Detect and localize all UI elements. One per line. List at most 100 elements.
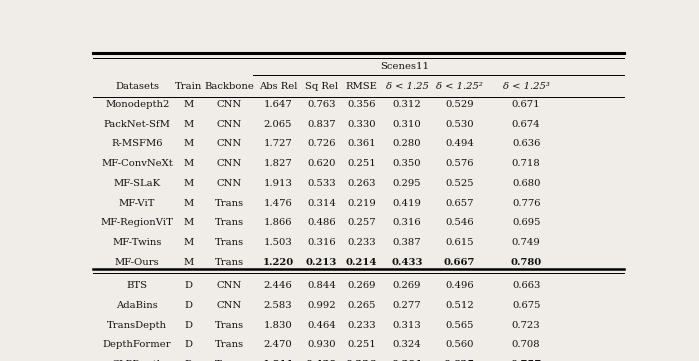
Text: 1.827: 1.827 xyxy=(264,159,292,168)
Text: 2.470: 2.470 xyxy=(264,340,292,349)
Text: 0.675: 0.675 xyxy=(512,301,540,310)
Text: 2.065: 2.065 xyxy=(264,120,292,129)
Text: D: D xyxy=(184,340,192,349)
Text: 0.350: 0.350 xyxy=(393,159,421,168)
Text: M: M xyxy=(183,139,193,148)
Text: 1.476: 1.476 xyxy=(264,199,292,208)
Text: M: M xyxy=(183,179,193,188)
Text: 1.727: 1.727 xyxy=(264,139,292,148)
Text: 0.525: 0.525 xyxy=(445,179,474,188)
Text: MF-RegionViT: MF-RegionViT xyxy=(101,218,173,227)
Text: 0.615: 0.615 xyxy=(445,238,474,247)
Text: Scenes11: Scenes11 xyxy=(380,62,428,71)
Text: CNN: CNN xyxy=(217,120,242,129)
Text: 0.324: 0.324 xyxy=(393,340,421,349)
Text: 0.671: 0.671 xyxy=(512,100,540,109)
Text: 0.496: 0.496 xyxy=(445,281,474,290)
Text: 1.503: 1.503 xyxy=(264,238,292,247)
Text: 0.219: 0.219 xyxy=(347,199,376,208)
Text: 0.310: 0.310 xyxy=(393,120,421,129)
Text: BTS: BTS xyxy=(127,281,147,290)
Text: 0.213: 0.213 xyxy=(305,258,337,267)
Text: R-MSFM6: R-MSFM6 xyxy=(111,139,163,148)
Text: DepthFormer: DepthFormer xyxy=(103,340,171,349)
Text: 0.512: 0.512 xyxy=(445,301,474,310)
Text: 0.214: 0.214 xyxy=(346,258,377,267)
Text: 0.667: 0.667 xyxy=(444,258,475,267)
Text: δ < 1.25³: δ < 1.25³ xyxy=(503,82,549,91)
Text: 0.533: 0.533 xyxy=(307,179,336,188)
Text: Datasets: Datasets xyxy=(115,82,159,91)
Text: 0.576: 0.576 xyxy=(445,159,474,168)
Text: 0.636: 0.636 xyxy=(512,139,540,148)
Text: 0.257: 0.257 xyxy=(347,218,376,227)
Text: 0.780: 0.780 xyxy=(510,258,542,267)
Text: 0.530: 0.530 xyxy=(445,120,474,129)
Text: TransDepth: TransDepth xyxy=(107,321,167,330)
Text: 0.265: 0.265 xyxy=(347,301,376,310)
Text: 0.757: 0.757 xyxy=(510,360,542,361)
Text: CNN: CNN xyxy=(217,179,242,188)
Text: 2.446: 2.446 xyxy=(264,281,292,290)
Text: M: M xyxy=(183,199,193,208)
Text: Abs Rel: Abs Rel xyxy=(259,82,297,91)
Text: 0.674: 0.674 xyxy=(512,120,540,129)
Text: 0.387: 0.387 xyxy=(393,238,421,247)
Text: Trans: Trans xyxy=(215,218,244,227)
Text: 0.226: 0.226 xyxy=(346,360,377,361)
Text: M: M xyxy=(183,258,193,267)
Text: 0.749: 0.749 xyxy=(512,238,540,247)
Text: Trans: Trans xyxy=(215,360,244,361)
Text: M: M xyxy=(183,238,193,247)
Text: 0.233: 0.233 xyxy=(347,238,376,247)
Text: PackNet-SfM: PackNet-SfM xyxy=(103,120,171,129)
Text: 0.269: 0.269 xyxy=(393,281,421,290)
Text: 0.233: 0.233 xyxy=(347,321,376,330)
Text: 0.251: 0.251 xyxy=(347,159,376,168)
Text: 0.723: 0.723 xyxy=(512,321,540,330)
Text: 0.708: 0.708 xyxy=(512,340,540,349)
Text: 0.277: 0.277 xyxy=(393,301,421,310)
Text: 0.763: 0.763 xyxy=(307,100,336,109)
Text: M: M xyxy=(183,120,193,129)
Text: Trans: Trans xyxy=(215,199,244,208)
Text: 0.269: 0.269 xyxy=(347,281,376,290)
Text: MF-SLaK: MF-SLaK xyxy=(114,179,161,188)
Text: 0.726: 0.726 xyxy=(307,139,336,148)
Text: 0.560: 0.560 xyxy=(445,340,474,349)
Text: CNN: CNN xyxy=(217,301,242,310)
Text: 0.529: 0.529 xyxy=(445,100,474,109)
Text: 0.486: 0.486 xyxy=(307,218,336,227)
Text: D: D xyxy=(184,301,192,310)
Text: 0.263: 0.263 xyxy=(347,179,376,188)
Text: δ < 1.25²: δ < 1.25² xyxy=(436,82,483,91)
Text: 0.844: 0.844 xyxy=(307,281,336,290)
Text: 0.330: 0.330 xyxy=(347,120,376,129)
Text: 0.316: 0.316 xyxy=(307,238,336,247)
Text: 0.546: 0.546 xyxy=(445,218,474,227)
Text: 0.464: 0.464 xyxy=(307,321,336,330)
Text: 0.680: 0.680 xyxy=(512,179,540,188)
Text: δ < 1.25: δ < 1.25 xyxy=(386,82,428,91)
Text: CNN: CNN xyxy=(217,139,242,148)
Text: 2.583: 2.583 xyxy=(264,301,292,310)
Text: GLPDepth: GLPDepth xyxy=(111,360,164,361)
Text: M: M xyxy=(183,100,193,109)
Text: 1.647: 1.647 xyxy=(264,100,292,109)
Text: 1.866: 1.866 xyxy=(264,218,292,227)
Text: 0.295: 0.295 xyxy=(393,179,421,188)
Text: Sq Rel: Sq Rel xyxy=(305,82,338,91)
Text: 0.251: 0.251 xyxy=(347,340,376,349)
Text: 0.565: 0.565 xyxy=(445,321,474,330)
Text: M: M xyxy=(183,159,193,168)
Text: 0.433: 0.433 xyxy=(391,258,423,267)
Text: D: D xyxy=(184,360,192,361)
Text: CNN: CNN xyxy=(217,159,242,168)
Text: D: D xyxy=(184,321,192,330)
Text: CNN: CNN xyxy=(217,100,242,109)
Text: Train: Train xyxy=(175,82,202,91)
Text: 0.419: 0.419 xyxy=(393,199,421,208)
Text: 0.313: 0.313 xyxy=(393,321,421,330)
Text: 0.314: 0.314 xyxy=(307,199,336,208)
Text: 0.663: 0.663 xyxy=(512,281,540,290)
